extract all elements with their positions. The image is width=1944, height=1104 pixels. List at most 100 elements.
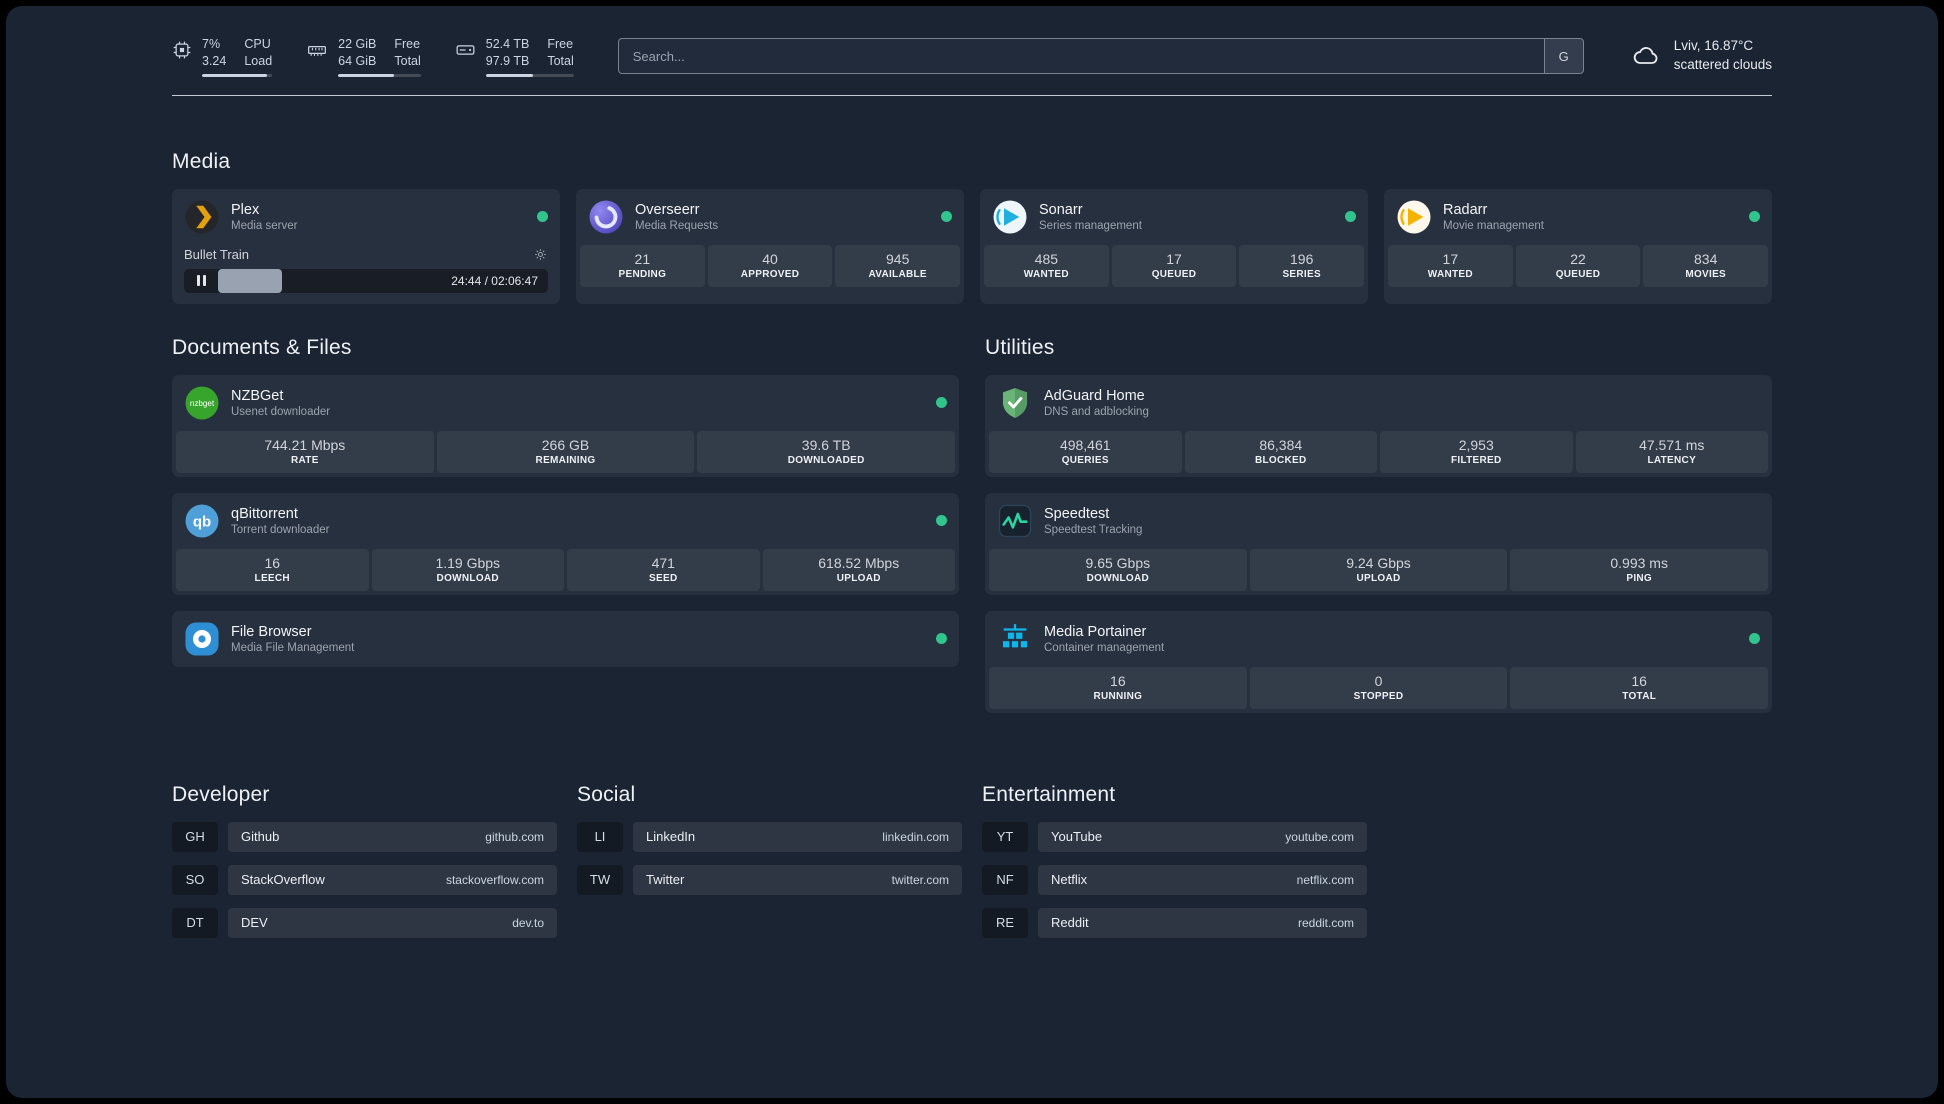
stat-upload: 618.52 Mbps UPLOAD bbox=[762, 548, 955, 591]
stat-value: 744.21 Mbps bbox=[264, 436, 346, 453]
app-portainer[interactable]: Media Portainer Container management bbox=[985, 611, 1772, 667]
cpu-icon bbox=[173, 41, 191, 59]
stat-label: SEED bbox=[649, 572, 678, 584]
qbittorrent-stats: 16 LEECH 1.19 Gbps DOWNLOAD 471 SEED bbox=[172, 548, 959, 595]
bookmark-reddit[interactable]: RE Reddit reddit.com bbox=[982, 907, 1367, 938]
stat-stopped: 0 STOPPED bbox=[1249, 666, 1508, 709]
plex-now-playing: Bullet Train 24:44 / 02:06:47 bbox=[172, 245, 560, 304]
app-nzbget[interactable]: nzbget NZBGet Usenet downloader bbox=[172, 375, 959, 431]
bookmark-name: LinkedIn bbox=[646, 829, 696, 844]
stat-label: QUEUED bbox=[1555, 268, 1601, 280]
memory-free-label: Free bbox=[394, 37, 421, 51]
speedtest-stats: 9.65 Gbps DOWNLOAD 9.24 Gbps UPLOAD 0.99… bbox=[985, 548, 1772, 595]
bookmark-abbr: NF bbox=[982, 864, 1028, 895]
app-radarr[interactable]: Radarr Movie management bbox=[1384, 189, 1772, 245]
stat-blocked: 86,384 BLOCKED bbox=[1184, 430, 1377, 473]
bookmark-stackoverflow[interactable]: SO StackOverflow stackoverflow.com bbox=[172, 864, 557, 895]
bookmark-url: stackoverflow.com bbox=[445, 872, 544, 887]
pause-button[interactable] bbox=[184, 275, 218, 286]
bookmark-dev[interactable]: DT DEV dev.to bbox=[172, 907, 557, 938]
bookmark-abbr: LI bbox=[577, 821, 623, 852]
qbittorrent-icon: qb bbox=[184, 503, 220, 539]
app-subtitle: Container management bbox=[1044, 641, 1165, 654]
stat-value: 0.993 ms bbox=[1610, 554, 1668, 571]
stat-label: REMAINING bbox=[535, 454, 596, 466]
stat-seed: 471 SEED bbox=[567, 548, 760, 591]
stat-downloaded: 39.6 TB DOWNLOADED bbox=[697, 430, 956, 473]
card-nzbget: nzbget NZBGet Usenet downloader 744.21 M… bbox=[172, 374, 959, 477]
bookmark-group-empty bbox=[1387, 783, 1772, 938]
stat-value: 16 bbox=[1110, 672, 1126, 689]
stat-running: 16 RUNNING bbox=[989, 666, 1247, 709]
app-name: NZBGet bbox=[231, 387, 284, 404]
stat-label: UPLOAD bbox=[836, 572, 881, 584]
weather-widget[interactable]: Lviv, 16.87°C scattered clouds bbox=[1628, 37, 1772, 75]
app-overseerr[interactable]: Overseerr Media Requests bbox=[576, 189, 964, 245]
disk-icon bbox=[456, 45, 475, 55]
section-title-entertainment: Entertainment bbox=[982, 782, 1116, 806]
stat-label: RUNNING bbox=[1093, 690, 1143, 702]
stat-label: PING bbox=[1626, 572, 1652, 584]
stat-value: 39.6 TB bbox=[801, 436, 851, 453]
app-sonarr[interactable]: Sonarr Series management bbox=[980, 189, 1368, 245]
stat-upload: 9.24 Gbps UPLOAD bbox=[1249, 548, 1508, 591]
search-provider-button[interactable]: G bbox=[1543, 38, 1584, 75]
app-filebrowser[interactable]: File Browser Media File Management bbox=[172, 611, 959, 667]
plex-icon bbox=[184, 199, 220, 235]
seek-bar[interactable] bbox=[218, 268, 548, 293]
cloud-icon bbox=[1633, 47, 1658, 65]
bookmark-url: youtube.com bbox=[1285, 829, 1354, 844]
app-subtitle: Torrent downloader bbox=[231, 523, 330, 536]
app-plex[interactable]: Plex Media server bbox=[172, 189, 560, 245]
portainer-icon bbox=[997, 621, 1033, 657]
app-speedtest[interactable]: Speedtest Speedtest Tracking bbox=[985, 493, 1772, 549]
memory-icon bbox=[308, 46, 327, 56]
bookmark-linkedin[interactable]: LI LinkedIn linkedin.com bbox=[577, 821, 962, 852]
stat-value: 9.65 Gbps bbox=[1085, 554, 1151, 571]
stat-label: SERIES bbox=[1282, 268, 1321, 280]
app-subtitle: Media Requests bbox=[635, 219, 719, 232]
bookmark-abbr: RE bbox=[982, 907, 1028, 938]
stat-value: 17 bbox=[1166, 250, 1182, 267]
disk-free-value: 52.4 TB bbox=[485, 37, 530, 51]
app-adguard[interactable]: AdGuard Home DNS and adblocking bbox=[985, 375, 1772, 431]
card-overseerr: Overseerr Media Requests 21 PENDING 40 A… bbox=[576, 188, 964, 304]
stat-value: 945 bbox=[886, 250, 910, 267]
section-media: Media Plex Media server bbox=[172, 150, 1772, 304]
cpu-load-label: Load bbox=[244, 54, 273, 69]
bookmark-name: StackOverflow bbox=[241, 872, 325, 887]
media-grid: Plex Media server Bullet Train bbox=[172, 188, 1772, 304]
bookmark-twitter[interactable]: TW Twitter twitter.com bbox=[577, 864, 962, 895]
media-player-bar: 24:44 / 02:06:47 bbox=[184, 268, 548, 293]
settings-icon[interactable] bbox=[533, 247, 548, 262]
stat-label: DOWNLOADED bbox=[787, 454, 865, 466]
bookmark-name: YouTube bbox=[1051, 829, 1103, 844]
adguard-icon bbox=[997, 385, 1033, 421]
app-qbittorrent[interactable]: qb qBittorrent Torrent downloader bbox=[172, 493, 959, 549]
stat-label: STOPPED bbox=[1353, 690, 1404, 702]
sonarr-stats: 485 WANTED 17 QUEUED 196 SERIES bbox=[980, 244, 1368, 291]
adguard-stats: 498,461 QUERIES 86,384 BLOCKED 2,953 FIL… bbox=[985, 430, 1772, 477]
stat-wanted: 17 WANTED bbox=[1388, 244, 1513, 287]
stat-label: DOWNLOAD bbox=[436, 572, 499, 584]
bookmark-url: linkedin.com bbox=[882, 829, 949, 844]
status-dot bbox=[941, 211, 952, 222]
bookmark-name: Netflix bbox=[1051, 872, 1088, 887]
stat-label: APPROVED bbox=[740, 268, 800, 280]
bookmark-netflix[interactable]: NF Netflix netflix.com bbox=[982, 864, 1367, 895]
app-name: Radarr bbox=[1443, 201, 1488, 218]
section-title-utilities: Utilities bbox=[985, 335, 1055, 359]
stat-latency: 47.571 ms LATENCY bbox=[1575, 430, 1768, 473]
stat-value: 196 bbox=[1290, 250, 1314, 267]
top-bar: 7% CPU 3.24 Load 22 GiB Free 64 GiB Tota… bbox=[172, 36, 1772, 77]
stat-value: 9.24 Gbps bbox=[1346, 554, 1411, 571]
bookmark-youtube[interactable]: YT YouTube youtube.com bbox=[982, 821, 1367, 852]
stat-label: BLOCKED bbox=[1254, 454, 1307, 466]
stat-value: 16 bbox=[1631, 672, 1647, 689]
card-adguard: AdGuard Home DNS and adblocking 498,461 … bbox=[985, 374, 1772, 477]
app-name: Sonarr bbox=[1039, 201, 1083, 218]
speedtest-icon bbox=[997, 503, 1033, 539]
search-input[interactable] bbox=[617, 38, 1544, 75]
bookmark-group-social: Social LI LinkedIn linkedin.com TW Twitt… bbox=[577, 783, 962, 938]
bookmark-github[interactable]: GH Github github.com bbox=[172, 821, 557, 852]
